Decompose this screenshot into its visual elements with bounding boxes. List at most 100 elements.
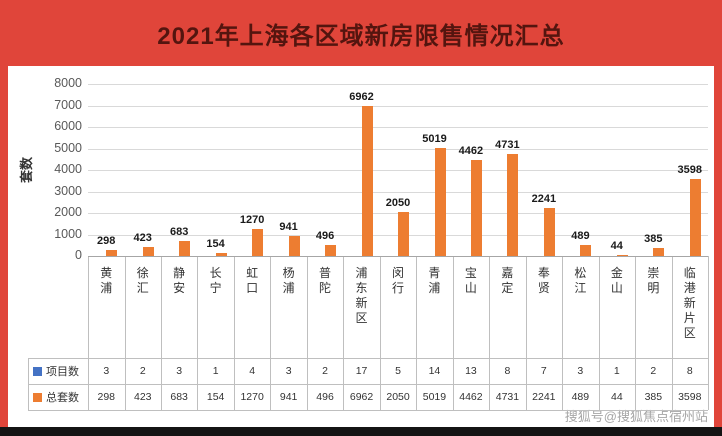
legend-label: 项目数 <box>46 366 79 378</box>
category-label: 浦东新区 <box>343 256 380 358</box>
category-label: 崇明 <box>635 256 672 358</box>
data-label: 496 <box>315 230 335 242</box>
chart-panel: 套数 搜狐号@搜狐焦点宿州站 0 1000 2000 3000 4000 5000 6000… <box>8 66 714 427</box>
category-label: 奉贤 <box>526 256 563 358</box>
table-cell: 44 <box>611 391 623 403</box>
table-cell: 8 <box>686 365 693 377</box>
y-tick-label: 0 <box>75 248 82 262</box>
category-label-text: 徐汇 <box>136 266 149 295</box>
gridline <box>88 127 708 128</box>
bar-units <box>580 245 592 256</box>
category-label-text: 闵行 <box>392 266 405 295</box>
title-banner: 2021年上海各区域新房限售情况汇总 <box>0 0 722 66</box>
category-label-text: 浦东新区 <box>355 266 368 325</box>
gridline <box>88 84 708 85</box>
grid-vline <box>525 256 527 410</box>
category-label: 青浦 <box>416 256 453 358</box>
bar-units <box>689 179 701 256</box>
category-label-text: 宝山 <box>464 266 477 295</box>
category-label-text: 普陀 <box>319 266 332 295</box>
category-label: 嘉定 <box>489 256 526 358</box>
table-cell: 2 <box>322 365 328 377</box>
grid-vline <box>197 256 199 410</box>
category-label: 普陀 <box>307 256 344 358</box>
data-label: 423 <box>133 232 152 244</box>
data-label: 4731 <box>495 139 520 151</box>
table-cell: 2050 <box>386 391 410 403</box>
table-cell: 683 <box>170 391 188 403</box>
table-cell: 1 <box>613 365 620 377</box>
data-label: 1270 <box>239 214 265 226</box>
data-label: 683 <box>170 226 189 238</box>
category-label: 徐汇 <box>125 256 162 358</box>
data-label: 5019 <box>422 133 447 145</box>
x-axis-line <box>88 256 708 257</box>
data-label: 3598 <box>677 164 703 176</box>
table-cell: 3 <box>103 365 110 377</box>
data-label: 298 <box>97 235 116 247</box>
bar-units <box>288 236 300 256</box>
bar-units <box>653 248 665 256</box>
data-label: 2050 <box>385 197 411 209</box>
table-cell: 4731 <box>495 391 520 403</box>
data-label: 4462 <box>458 145 484 157</box>
y-tick-label: 7000 <box>54 98 82 112</box>
category-label: 临港新片区 <box>672 256 709 358</box>
data-label: 2241 <box>531 193 557 205</box>
category-label-text: 青浦 <box>428 266 441 295</box>
table-cell: 4462 <box>459 391 483 403</box>
table-cell: 3 <box>577 365 584 377</box>
legend-swatch-orange <box>33 392 42 402</box>
gridline <box>88 170 708 171</box>
grid-vline <box>489 256 491 410</box>
legend-swatch-blue <box>33 366 42 376</box>
category-label: 杨浦 <box>270 256 307 358</box>
grid-vline <box>124 256 126 410</box>
bar-units <box>398 212 409 256</box>
table-hline <box>28 358 708 359</box>
category-label-text: 虹口 <box>246 266 259 295</box>
table-cell: 17 <box>355 365 368 377</box>
table-cell: 385 <box>644 391 663 403</box>
grid-vline <box>635 256 637 410</box>
y-tick-label: 5000 <box>54 141 82 155</box>
legend-key-projects: 项目数 <box>28 358 88 384</box>
category-label: 长宁 <box>197 256 234 358</box>
data-label: 941 <box>279 221 298 233</box>
category-label-text: 黄浦 <box>100 266 113 295</box>
category-label-text: 长宁 <box>209 266 222 295</box>
category-label: 黄浦 <box>88 256 125 358</box>
grid-vline <box>160 256 162 410</box>
chart-title: 2021年上海各区域新房限售情况汇总 <box>157 23 565 50</box>
bar-units <box>543 208 555 256</box>
category-label-text: 崇明 <box>647 266 660 295</box>
grid-vline <box>306 256 308 410</box>
table-cell: 154 <box>206 391 225 403</box>
category-label: 金山 <box>599 256 636 358</box>
legend-key-units: 总套数 <box>28 384 88 410</box>
grid-vline <box>88 256 89 410</box>
table-cell: 5019 <box>422 391 447 403</box>
data-label: 385 <box>644 233 663 245</box>
watermark: 搜狐号@搜狐焦点宿州站 <box>564 409 708 424</box>
grid-vline <box>343 256 345 410</box>
category-label-text: 临港新片区 <box>683 266 696 340</box>
bar-units <box>215 253 227 256</box>
grid-vline <box>270 256 272 410</box>
table-cell: 1270 <box>240 391 264 403</box>
table-cell: 8 <box>504 365 511 377</box>
category-label-text: 松江 <box>574 266 587 295</box>
bar-units <box>361 106 373 256</box>
table-cell: 14 <box>428 365 441 377</box>
table-cell: 5 <box>395 365 401 377</box>
category-label: 闵行 <box>380 256 417 358</box>
bar-units <box>142 247 154 256</box>
data-label: 489 <box>571 230 590 242</box>
table-cell: 4 <box>249 365 256 377</box>
table-cell: 7 <box>540 365 547 377</box>
table-cell: 941 <box>279 391 298 403</box>
category-label-text: 静安 <box>173 266 186 295</box>
y-tick-label: 2000 <box>54 205 82 219</box>
table-cell: 1 <box>212 365 219 377</box>
category-label: 静安 <box>161 256 198 358</box>
